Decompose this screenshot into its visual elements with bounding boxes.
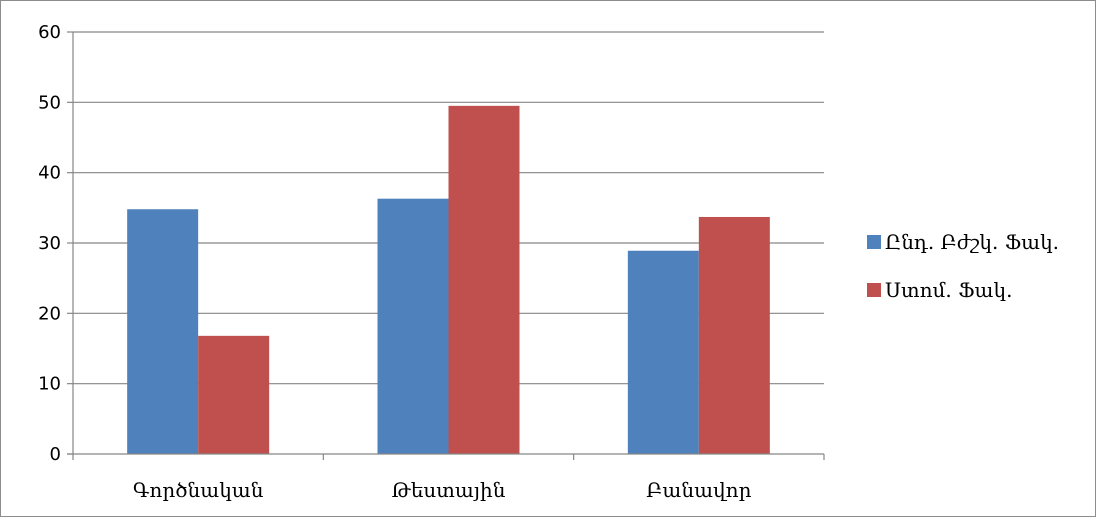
y-tick-label: 60 xyxy=(38,22,61,43)
y-tick-label: 10 xyxy=(38,374,61,395)
legend-label: Ընդ. Բժշկ. Ֆակ. xyxy=(885,230,1059,254)
y-tick-label: 50 xyxy=(38,92,61,113)
bar-series-1 xyxy=(377,198,449,454)
bar-series-2 xyxy=(698,216,770,454)
y-tick-label: 40 xyxy=(38,163,61,184)
bar-series-1 xyxy=(627,250,699,454)
x-category-label: Թեստային xyxy=(392,478,506,502)
legend-swatch xyxy=(867,235,881,249)
bars xyxy=(127,105,770,454)
y-tick-label: 20 xyxy=(38,303,61,324)
bar-series-2 xyxy=(198,335,270,454)
x-category-label: Բանավոր xyxy=(646,478,751,502)
bar-series-2 xyxy=(448,105,520,454)
legend-swatch xyxy=(867,283,881,297)
bar-series-1 xyxy=(127,209,199,454)
legend-label: Ստոմ. Ֆակ. xyxy=(885,278,1012,302)
axes: 0 10 20 30 40 50 60 Գործնական Թեստային Բանավոր xyxy=(38,22,825,502)
x-category-label: Գործնական xyxy=(133,478,264,502)
legend: Ընդ. Բժշկ. Ֆակ. Ստոմ. Ֆակ. xyxy=(867,230,1059,302)
y-tick-label: 0 xyxy=(50,444,61,465)
y-tick-label: 30 xyxy=(38,233,61,254)
